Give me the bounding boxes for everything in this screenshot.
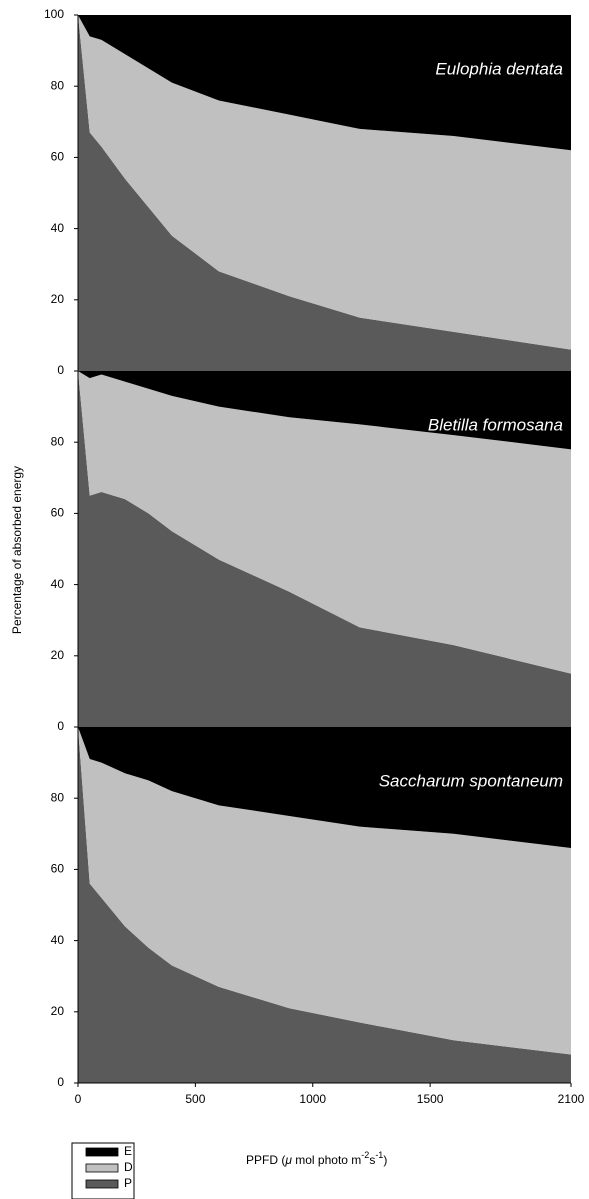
y-tick-label: 40	[51, 221, 65, 235]
panel-title: Eulophia dentata	[435, 59, 563, 78]
area	[78, 15, 571, 350]
legend-label: D	[124, 1160, 133, 1174]
x-tick-label: 1500	[417, 1092, 444, 1106]
x-tick-label: 1000	[299, 1092, 326, 1106]
legend-swatch	[85, 1147, 119, 1157]
y-tick-label: 20	[51, 1004, 65, 1018]
x-axis-label-part: -1	[375, 1150, 383, 1160]
area	[78, 727, 571, 1083]
y-tick-label: 80	[51, 78, 65, 92]
y-tick-label: 0	[57, 719, 64, 733]
x-axis-label-part: )	[383, 1153, 387, 1167]
legend-swatch	[85, 1163, 119, 1173]
y-tick-label: 40	[51, 577, 65, 591]
area	[78, 727, 571, 1055]
area	[78, 371, 571, 674]
y-tick-label: 60	[51, 150, 65, 164]
panel-title: Saccharum spontaneum	[379, 771, 563, 790]
legend-label: E	[124, 1144, 132, 1158]
y-tick-label: 60	[51, 506, 65, 520]
panel-title: Bletilla formosana	[428, 415, 563, 434]
x-axis-label-part: mol photo m	[292, 1153, 361, 1167]
x-tick-label: 0	[75, 1092, 82, 1106]
y-axis-label: Percentage of absorbed energy	[10, 466, 24, 634]
legend-swatch	[85, 1179, 119, 1189]
legend-label: P	[124, 1176, 132, 1190]
area	[78, 15, 571, 371]
x-tick-label: 2100	[558, 1092, 585, 1106]
y-tick-label: 80	[51, 434, 65, 448]
y-tick-label: 40	[51, 933, 65, 947]
area	[78, 371, 571, 727]
y-tick-label: 0	[57, 363, 64, 377]
x-axis-label-part: s	[369, 1153, 375, 1167]
area	[78, 371, 571, 450]
y-tick-label: 20	[51, 648, 65, 662]
area	[78, 727, 571, 849]
y-tick-label: 100	[44, 7, 64, 21]
x-axis-label-part: -2	[361, 1150, 369, 1160]
y-tick-label: 20	[51, 292, 65, 306]
x-axis-label: PPFD (μ mol photo m-2s-1)	[246, 1150, 387, 1167]
y-tick-label: 0	[57, 1075, 64, 1089]
area	[78, 15, 571, 151]
x-tick-label: 500	[185, 1092, 205, 1106]
y-tick-label: 80	[51, 790, 65, 804]
y-tick-label: 60	[51, 862, 65, 876]
x-axis-label-part: μ	[284, 1153, 292, 1167]
x-axis-label-part: PPFD (	[246, 1153, 285, 1167]
